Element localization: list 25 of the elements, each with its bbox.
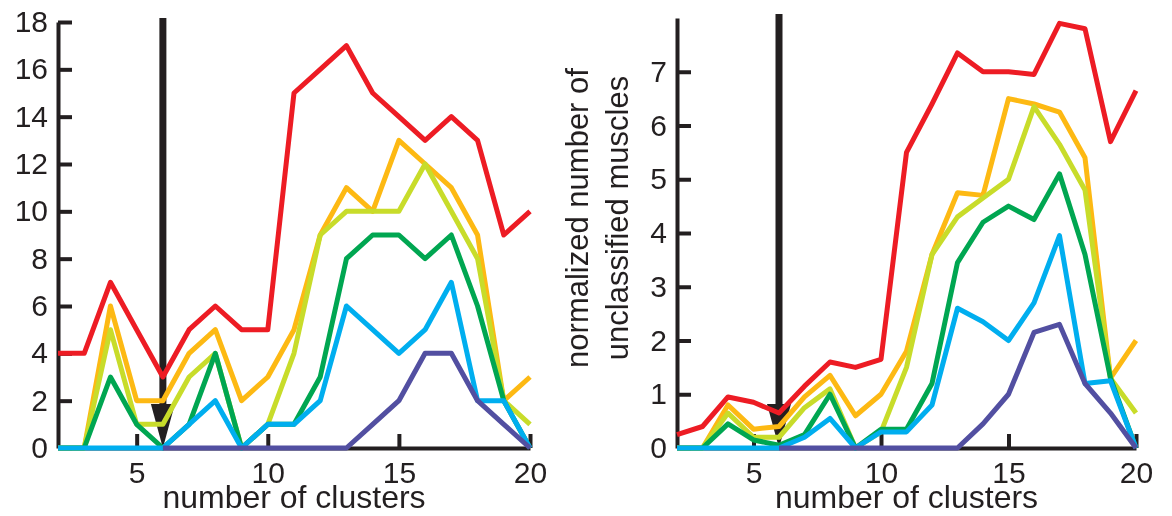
y-tick-label: 6	[31, 289, 48, 323]
y-tick-label: 14	[14, 99, 48, 133]
y-tick-label: 1	[650, 377, 667, 411]
x-tick-label: 15	[382, 456, 417, 490]
y-tick-label: 8	[31, 241, 48, 275]
y-tick-label: 18	[14, 5, 48, 39]
x-tick-label: 15	[992, 456, 1026, 490]
y-tick-label: 0	[31, 431, 48, 465]
x-tick-label: 20	[513, 456, 548, 490]
y-tick-label: 10	[14, 194, 48, 228]
x-tick-label: 5	[128, 456, 146, 490]
x-tick-label: 20	[1119, 456, 1154, 490]
y-tick-label: 7	[650, 54, 667, 88]
x-tick-label: 5	[745, 456, 763, 490]
y-tick-label: 4	[31, 336, 48, 370]
y-tick-label: 0	[650, 431, 667, 465]
y-tick-label: 2	[31, 383, 48, 417]
y-tick-label: 2	[650, 323, 667, 357]
y-tick-label: 12	[14, 147, 48, 181]
y-axis-title: normalized number of unclassified muscles	[560, 67, 636, 368]
y-tick-label: 3	[650, 269, 667, 303]
y-tick-label: 16	[14, 52, 48, 86]
y-tick-label: 4	[650, 216, 667, 250]
y-tick-label: 5	[650, 162, 667, 196]
y-tick-label: 6	[650, 108, 667, 142]
